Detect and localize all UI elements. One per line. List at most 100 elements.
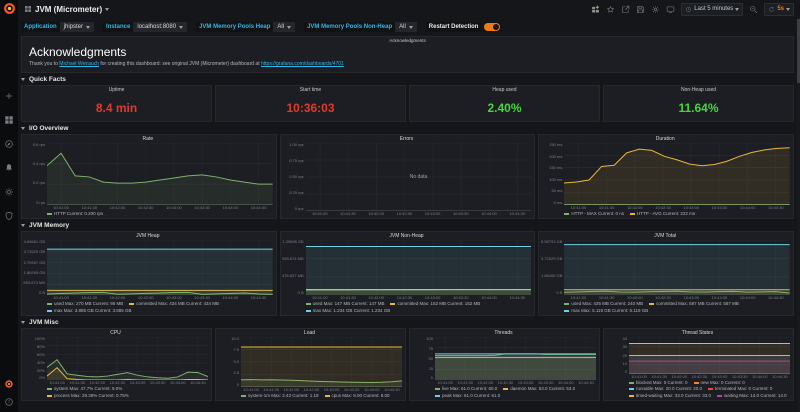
chevron-down-icon: [21, 78, 25, 81]
legend-item[interactable]: max Max: 5.119 GB Current: 5.119 GB: [564, 308, 648, 314]
filter-value-dropdown[interactable]: All: [273, 22, 296, 32]
sidebar-user-avatar[interactable]: [4, 379, 14, 389]
plot-area[interactable]: [564, 143, 791, 205]
sidebar-item-alerting[interactable]: [4, 163, 14, 173]
sidebar-item-create[interactable]: [4, 91, 14, 101]
dashboard-settings-button[interactable]: [651, 5, 660, 14]
legend-item[interactable]: used Max: 147 MB Current: 147 MB: [305, 301, 384, 307]
chevron-down-icon: [179, 25, 184, 29]
grafana-logo-icon[interactable]: [3, 2, 16, 15]
filter-value-dropdown[interactable]: All: [395, 22, 417, 32]
plot-area[interactable]: [241, 337, 402, 387]
chart-load: Load 10.0 7.5 5.0 2.5 0 10:41:00 10:41:30 10:4…: [215, 328, 406, 401]
panel-title[interactable]: Heap used: [492, 87, 517, 93]
sidebar-help-button[interactable]: ?: [4, 397, 14, 407]
cycle-view-mode-button[interactable]: [666, 5, 675, 14]
plot-area[interactable]: [305, 240, 532, 296]
panel-title[interactable]: JVM Heap: [136, 233, 160, 239]
legend-item[interactable]: daemon Max: 53.0 Current: 53.0: [503, 386, 575, 392]
panel-title[interactable]: Load: [303, 330, 316, 336]
star-dashboard-button[interactable]: [606, 5, 615, 14]
stat-value: 2.40%: [487, 100, 522, 115]
zoom-out-button[interactable]: [749, 5, 758, 14]
panel-title[interactable]: Non-Heap used: [680, 87, 717, 93]
x-tick-label: 10:44:00: [170, 380, 186, 386]
scrollbar-thumb[interactable]: [797, 19, 800, 83]
time-range-picker[interactable]: Last 5 minutes: [681, 2, 744, 16]
plot-area[interactable]: [629, 337, 790, 375]
legend-item[interactable]: peak Max: 61.0 Current: 61.0: [435, 393, 500, 399]
plot-area[interactable]: No data: [306, 143, 532, 211]
restart-detection-toggle[interactable]: [484, 23, 501, 31]
x-tick-label: 10:42:00: [89, 380, 106, 386]
x-tick-label: 10:44:00: [739, 204, 756, 210]
save-dashboard-button[interactable]: [636, 5, 645, 14]
refresh-picker[interactable]: 5s: [764, 2, 794, 16]
row-header-jvm-misc[interactable]: JVM Misc: [21, 318, 794, 327]
sidebar-item-explore[interactable]: [4, 139, 14, 149]
panel-title[interactable]: Thread States: [681, 330, 714, 336]
legend-item[interactable]: used Max: 425 MB Current: 240 MB: [564, 301, 643, 307]
plot-area[interactable]: [47, 240, 273, 296]
panel-title[interactable]: JVM Non-Heap: [389, 233, 424, 239]
x-tick-label: 10:42:00: [368, 295, 384, 301]
y-tick-label: 30: [622, 344, 627, 350]
row-header-quick-facts[interactable]: Quick Facts: [21, 75, 794, 84]
legend-item[interactable]: timed-waiting Max: 33.0 Current: 33.0: [629, 393, 711, 399]
x-tick-label: 10:43:00: [166, 204, 182, 210]
author-link[interactable]: Michael Weirauch: [59, 61, 99, 67]
panel-title[interactable]: Rate: [142, 136, 154, 142]
add-panel-button[interactable]: [591, 5, 600, 14]
plot-area[interactable]: [47, 143, 273, 205]
share-dashboard-button[interactable]: [621, 5, 630, 14]
y-tick-label: 60%: [36, 351, 45, 357]
legend-item[interactable]: cpus Max: 8.00 Current: 8.00: [324, 393, 390, 399]
y-tick-label: 150 ms: [549, 165, 563, 171]
x-tick-label: 10:41:00: [243, 386, 259, 392]
legend-item[interactable]: max Max: 1.234 GB Current: 1.234 GB: [305, 308, 390, 314]
legend-item[interactable]: committed Max: 587 MB Current: 587 MB: [649, 301, 739, 307]
sidebar-item-configuration[interactable]: [4, 187, 14, 197]
panel-title[interactable]: Errors: [399, 136, 414, 142]
plot-area[interactable]: [47, 337, 208, 381]
sidebar-item-dashboards[interactable]: [4, 115, 14, 125]
legend-item[interactable]: system-1m Max: 2.43 Current: 1.18: [241, 393, 319, 399]
legend-item[interactable]: waiting Max: 14.0 Current: 14.0: [717, 393, 787, 399]
row-header-jvm-memory[interactable]: JVM Memory: [21, 221, 794, 230]
legend-item[interactable]: committed Max: 434 MB Current: 434 MB: [129, 301, 219, 307]
legend-item[interactable]: committed Max: 152 MB Current: 152 MB: [390, 301, 480, 307]
dashboard-title-button[interactable]: JVM (Micrometer): [24, 5, 110, 14]
legend-item[interactable]: HTTP - AVG Current: 222 ms: [630, 211, 695, 217]
x-tick-label: 10:42:00: [283, 386, 300, 392]
plot-area[interactable]: [435, 337, 596, 381]
panel-title[interactable]: Start time: [299, 87, 322, 93]
filter-value-dropdown[interactable]: localhost:8080: [133, 22, 188, 32]
y-axis-labels: 100 75 50 25 0: [411, 337, 435, 380]
x-tick-label: 10:42:00: [109, 204, 126, 210]
panel-title[interactable]: Duration: [655, 136, 675, 142]
legend-item[interactable]: used Max: 270 MB Current: 95 MB: [47, 301, 123, 307]
panel-title[interactable]: JVM Total: [654, 233, 677, 239]
legend-item[interactable]: HTTP - MAX Current: 0 ns: [564, 211, 624, 217]
row-header-io-overview[interactable]: I/O Overview: [21, 124, 794, 133]
dashboard-link[interactable]: https://grafana.com/dashboards/4701: [260, 61, 344, 67]
sidebar-item-server-admin[interactable]: [4, 211, 14, 221]
legend-item[interactable]: blocked Max: 0 Current: 0: [629, 380, 688, 386]
panel-title[interactable]: Acknowledgments: [389, 38, 426, 43]
legend-item[interactable]: new Max: 0 Current: 0: [693, 380, 745, 386]
plot-area[interactable]: [564, 240, 791, 296]
legend-item[interactable]: runnable Max: 20.0 Current: 20.0: [629, 386, 702, 392]
x-tick-label: 10:44:30: [768, 204, 784, 210]
legend-item[interactable]: max Max: 3.885 GB Current: 3.885 GB: [47, 308, 132, 314]
legend-item[interactable]: HTTP Current: 0.200 rps: [47, 211, 103, 217]
legend-item[interactable]: terminated Max: 0 Current: 0: [708, 386, 772, 392]
legend-item[interactable]: process Max: 29.39% Current: 0.75%: [47, 393, 129, 399]
legend-item[interactable]: live Max: 61.0 Current: 60.0: [435, 386, 497, 392]
legend-item[interactable]: system Max: 47.7% Current: 9.0%: [47, 386, 122, 392]
x-tick-label: 10:42:30: [655, 295, 671, 301]
dashboards-grid-icon: [5, 116, 13, 124]
panel-title[interactable]: Uptime: [108, 87, 125, 93]
panel-title[interactable]: CPU: [110, 330, 121, 336]
filter-value-dropdown[interactable]: jhipster: [59, 22, 95, 32]
panel-title[interactable]: Threads: [494, 330, 513, 336]
